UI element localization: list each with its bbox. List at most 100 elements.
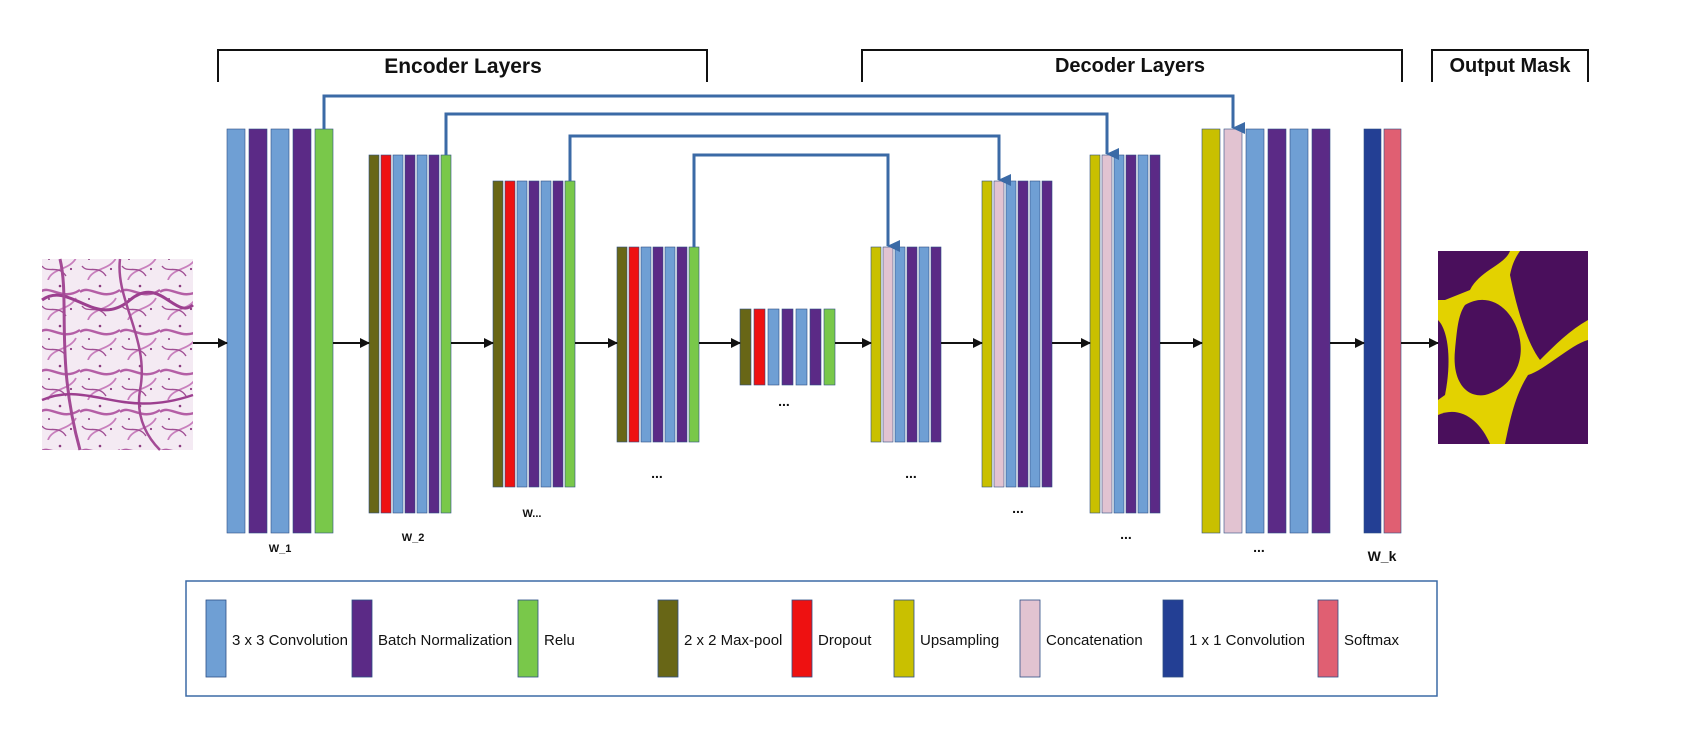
legend-item-conv1: 1 x 1 Convolution: [1162, 599, 1305, 678]
block-dec3: [1089, 154, 1161, 514]
label-w3: W...: [523, 508, 542, 520]
label-dots-dec3: ...: [1120, 526, 1132, 542]
block-enc2: [368, 154, 452, 514]
layer-concat: [1101, 154, 1113, 514]
layer-relu: [688, 246, 700, 443]
legend-swatch: [351, 599, 373, 678]
legend-label: Softmax: [1344, 632, 1400, 649]
layer-bn: [1149, 154, 1161, 514]
label-dots-dec4: ...: [1253, 539, 1265, 555]
encoder-bracket: [217, 49, 708, 82]
layer-upsample: [1201, 128, 1221, 534]
layer-conv3: [1005, 180, 1017, 488]
skip-connection-enc4-dec1: [692, 153, 900, 252]
legend: 3 x 3 Convolution Batch Normalization Relu…: [205, 599, 1400, 678]
layer-bn: [1267, 128, 1287, 534]
layer-bn: [404, 154, 416, 514]
label-wk: W_k: [1368, 548, 1397, 564]
layer-bn: [809, 308, 822, 386]
legend-label: Batch Normalization: [378, 632, 512, 649]
output-header: Output Mask: [1449, 55, 1571, 77]
layer-maxpool: [739, 308, 752, 386]
layer-relu: [440, 154, 452, 514]
legend-label: 2 x 2 Max-pool: [684, 632, 782, 649]
legend-swatch: [205, 599, 227, 678]
layer-conv3: [1113, 154, 1125, 514]
output-bracket: [1431, 49, 1589, 82]
legend-item-softmax: Softmax: [1317, 599, 1400, 678]
layer-conv3: [516, 180, 528, 488]
label-dots-dec1: ...: [905, 465, 917, 481]
legend-item-conv3: 3 x 3 Convolution: [205, 599, 348, 678]
skip-connection-enc3-dec2: [568, 134, 1011, 186]
layer-concat: [882, 246, 894, 443]
legend-label: Dropout: [818, 632, 872, 649]
layer-dropout: [380, 154, 392, 514]
layer-upsample: [1089, 154, 1101, 514]
layer-bn: [652, 246, 664, 443]
layer-conv3: [1029, 180, 1041, 488]
layer-conv3: [918, 246, 930, 443]
layer-conv3: [540, 180, 552, 488]
skip-connections: [322, 94, 1245, 252]
layer-conv3: [640, 246, 652, 443]
layer-upsample: [870, 246, 882, 443]
layer-conv3: [1289, 128, 1309, 534]
encoder-header: Encoder Layers: [384, 55, 542, 78]
legend-item-relu: Relu: [517, 599, 575, 678]
block-bottleneck: [739, 308, 836, 386]
layer-conv3: [416, 154, 428, 514]
layer-conv3: [226, 128, 246, 534]
layer-bn: [1041, 180, 1053, 488]
block-dec1: [870, 246, 942, 443]
decoder-header: Decoder Layers: [1055, 55, 1205, 77]
label-dots-bottleneck: ...: [778, 393, 790, 409]
layer-bn: [930, 246, 942, 443]
label-dots-enc4: ...: [651, 465, 663, 481]
block-enc4: [616, 246, 700, 443]
legend-swatch: [657, 599, 679, 678]
layer-conv3: [270, 128, 290, 534]
layer-conv3: [1245, 128, 1265, 534]
layer-concat: [1223, 128, 1243, 534]
legend-item-maxpool: 2 x 2 Max-pool: [657, 599, 782, 678]
layer-upsample: [981, 180, 993, 488]
legend-item-concat: Concatenation: [1019, 599, 1143, 678]
legend-label: Upsampling: [920, 632, 999, 649]
output-mask: [1438, 251, 1588, 444]
layer-maxpool: [368, 154, 380, 514]
block-dec4: [1201, 128, 1331, 534]
legend-item-upsample: Upsampling: [893, 599, 999, 678]
layer-bn: [248, 128, 268, 534]
input-image: [41, 258, 194, 451]
layer-bn: [676, 246, 688, 443]
label-w1: W_1: [269, 543, 292, 555]
layer-bn: [528, 180, 540, 488]
layer-bn: [1311, 128, 1331, 534]
network-blocks: [226, 128, 1402, 534]
layer-conv1: [1363, 128, 1382, 534]
skip-connection-enc1-dec4: [322, 94, 1245, 134]
block-enc1: [226, 128, 334, 534]
layer-conv3: [1137, 154, 1149, 514]
layer-maxpool: [616, 246, 628, 443]
legend-swatch: [791, 599, 813, 678]
layer-bn: [292, 128, 312, 534]
layer-dropout: [504, 180, 516, 488]
legend-label: 1 x 1 Convolution: [1189, 632, 1305, 649]
layer-bn: [906, 246, 918, 443]
legend-swatch: [1019, 599, 1041, 678]
layer-bn: [1125, 154, 1137, 514]
layer-conv3: [664, 246, 676, 443]
legend-label: Relu: [544, 632, 575, 649]
layer-bn: [1017, 180, 1029, 488]
skip-connection-enc2-dec3: [444, 112, 1119, 160]
legend-label: Concatenation: [1046, 632, 1143, 649]
legend-swatch: [893, 599, 915, 678]
label-dots-dec2: ...: [1012, 500, 1024, 516]
layer-conv3: [392, 154, 404, 514]
layer-maxpool: [492, 180, 504, 488]
layer-relu: [314, 128, 334, 534]
